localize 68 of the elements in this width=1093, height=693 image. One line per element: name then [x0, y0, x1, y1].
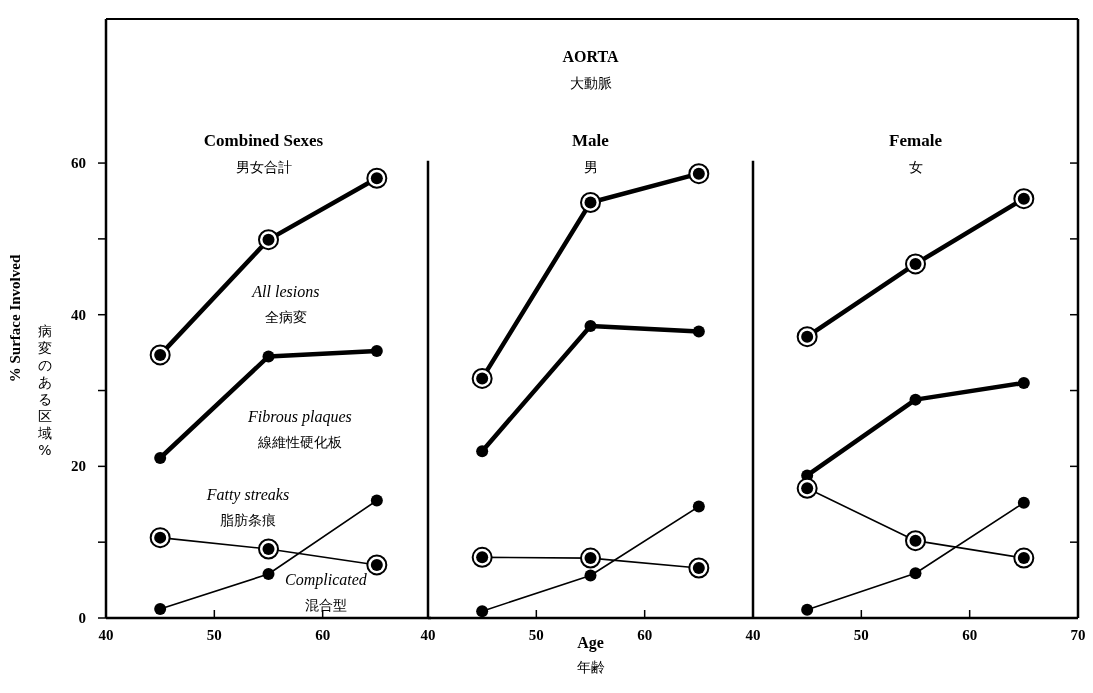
text: Fatty streaks [206, 485, 290, 503]
annotation: 大動脈 [569, 75, 612, 91]
point [154, 452, 167, 465]
point [584, 320, 597, 333]
point [262, 568, 275, 581]
point [580, 191, 601, 213]
point [149, 527, 171, 549]
x-tick-label: 40 [745, 627, 761, 643]
point [905, 530, 926, 552]
point [370, 345, 383, 358]
annotation: 全病変 [264, 309, 307, 326]
text: Combined Sexes [203, 131, 324, 150]
x-tick-label: 40 [98, 627, 114, 643]
annotation: 線維性硬化板 [256, 433, 342, 450]
x-tick-label: 60 [315, 627, 331, 643]
series-label: Fibrous plaques [246, 407, 352, 426]
point [909, 567, 922, 580]
point [262, 350, 275, 363]
text: Female [889, 131, 943, 150]
point [584, 569, 597, 582]
point [258, 538, 279, 560]
point [366, 554, 388, 576]
x-tick-label: 50 [206, 627, 222, 643]
x-tick-label: 70 [1070, 627, 1086, 643]
series-label: Complicated [285, 570, 368, 589]
text: Male [572, 131, 610, 150]
point [905, 253, 926, 275]
point [476, 445, 489, 458]
x-tick-label: 50 [528, 627, 544, 643]
x-tick-label: 50 [853, 627, 869, 643]
y-tick-label: 0 [78, 610, 86, 626]
point [370, 494, 383, 507]
y-tick-label: 40 [71, 306, 86, 323]
point [688, 557, 710, 579]
point [1017, 376, 1030, 389]
text: 年齢 [576, 659, 605, 675]
x-axis-title: Age [577, 634, 604, 652]
point [796, 326, 818, 348]
point [149, 344, 171, 366]
y-axis-title: % Surface Involved [7, 254, 23, 383]
point [471, 546, 493, 568]
point [688, 163, 710, 185]
point [154, 602, 167, 615]
x-tick-label: 60 [962, 627, 978, 643]
x-tick-label: 40 [420, 627, 436, 643]
annotation: 脂肪条痕 [219, 511, 276, 528]
text: 男 [583, 159, 598, 175]
point [1013, 547, 1035, 569]
point [471, 367, 493, 389]
point [1017, 496, 1030, 509]
y-tick-label: 60 [71, 155, 86, 172]
point [692, 500, 705, 513]
text: 女 [908, 159, 923, 175]
point [692, 325, 705, 338]
y-tick-label: 20 [71, 458, 86, 475]
point [801, 603, 814, 616]
point [366, 167, 388, 189]
point [796, 477, 818, 499]
annotation: AORTA [562, 48, 619, 65]
point [476, 605, 489, 618]
text: 病変のある区域% [37, 322, 52, 458]
series-label: All lesions [251, 283, 320, 301]
x-tick-label: 60 [637, 627, 653, 643]
point [909, 393, 922, 406]
point [1013, 188, 1035, 210]
point [258, 229, 279, 251]
text: 男女合計 [235, 159, 292, 175]
point [580, 547, 601, 569]
